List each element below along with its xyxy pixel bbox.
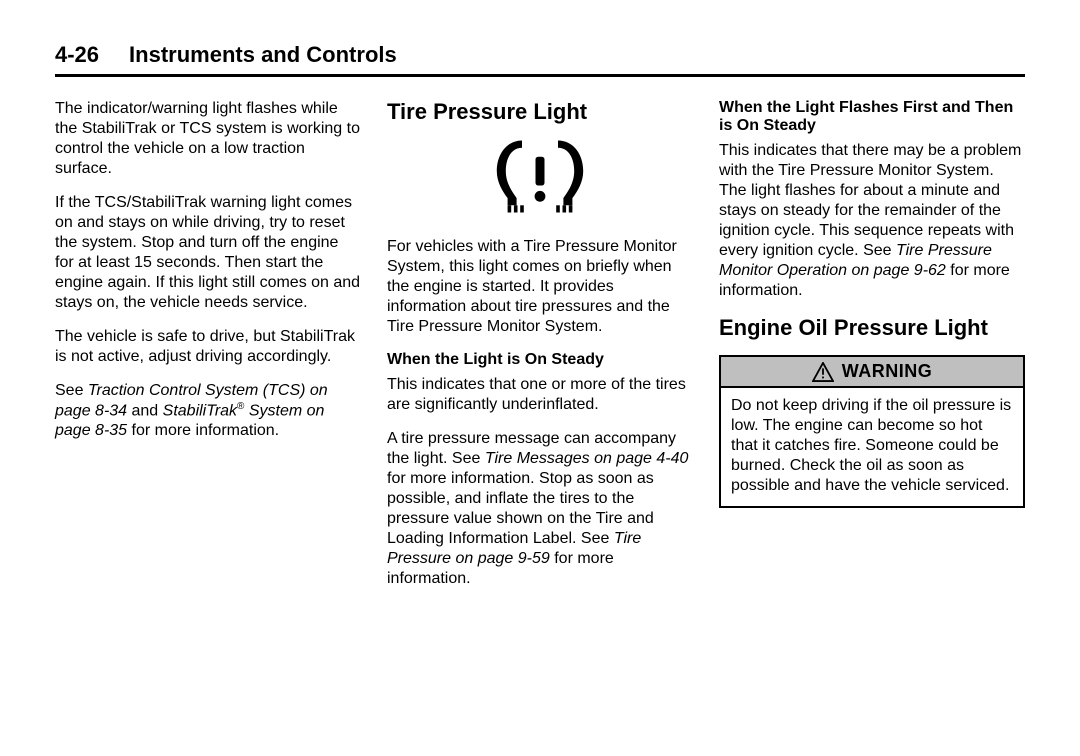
col2-p3ref: Tire Messages on page 4-40 (485, 450, 689, 467)
col1-p4-suffix: for more information. (127, 422, 279, 439)
section-title: Instruments and Controls (129, 42, 397, 68)
warning-label: WARNING (842, 361, 933, 382)
col1-p4-mid: and (127, 402, 163, 419)
col2-p1: For vehicles with a Tire Pressure Monito… (387, 237, 693, 337)
column-1: The indicator/warning light flashes whil… (55, 99, 361, 603)
page-number: 4-26 (55, 42, 99, 68)
col2-p3: A tire pressure message can accompany th… (387, 429, 693, 589)
warning-body: Do not keep driving if the oil pressure … (721, 388, 1023, 506)
col1-p3: The vehicle is safe to drive, but Stabil… (55, 327, 361, 367)
page-header-row: 4-26 Instruments and Controls (55, 42, 1025, 68)
column-3: When the Light Flashes First and Then is… (719, 99, 1025, 603)
col1-p4: See Traction Control System (TCS) on pag… (55, 381, 361, 441)
warning-box: WARNING Do not keep driving if the oil p… (719, 355, 1025, 508)
warning-triangle-icon (812, 362, 834, 382)
col2-p2: This indicates that one or more of the t… (387, 375, 693, 415)
column-2: Tire Pressure Light (387, 99, 693, 603)
content-columns: The indicator/warning light flashes whil… (55, 99, 1025, 603)
tire-pressure-heading: Tire Pressure Light (387, 99, 693, 125)
col1-p1: The indicator/warning light flashes whil… (55, 99, 361, 179)
tpms-icon (387, 139, 693, 219)
warning-header: WARNING (721, 357, 1023, 388)
col1-p4-ref2: StabiliTrak (163, 402, 237, 419)
col2-h3a: When the Light is On Steady (387, 351, 693, 369)
page-header: 4-26 Instruments and Controls (55, 42, 1025, 77)
col1-p2: If the TCS/StabiliTrak warning light com… (55, 193, 361, 313)
col3-p4: This indicates that there may be a probl… (719, 141, 1025, 301)
engine-oil-heading: Engine Oil Pressure Light (719, 315, 1025, 341)
col1-p4-prefix: See (55, 382, 88, 399)
col3-h3b: When the Light Flashes First and Then is… (719, 99, 1025, 135)
